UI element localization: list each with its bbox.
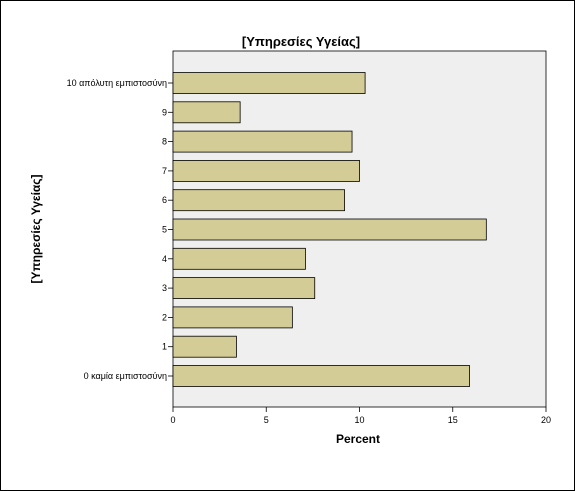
y-tick-label: 4	[162, 254, 167, 264]
x-axis-title: Percent	[336, 432, 380, 446]
bar	[172, 247, 306, 270]
y-tick-label: 2	[162, 312, 167, 322]
bars-group	[172, 72, 487, 387]
x-axis-ticks: 0 5 10 15 20	[170, 407, 551, 425]
x-tick-label: 20	[541, 415, 551, 425]
y-tick-label: 5	[162, 225, 167, 235]
bar	[172, 277, 316, 300]
x-tick-label: 5	[264, 415, 269, 425]
bar	[172, 159, 360, 182]
bar	[172, 306, 293, 329]
y-tick-label: 3	[162, 283, 167, 293]
bar	[172, 218, 487, 241]
y-tick-label: 0 καμία εμπιστοσύνη	[84, 371, 167, 381]
y-tick-label: 9	[162, 107, 167, 117]
bar	[172, 101, 241, 124]
chart-title: [Υπηρεσίες Υγείας]	[242, 34, 360, 49]
y-axis-title: [Υπηρεσίες Υγείας]	[29, 174, 43, 283]
y-tick-label: 6	[162, 195, 167, 205]
bar	[172, 130, 353, 153]
x-tick-label: 10	[354, 415, 364, 425]
y-tick-label: 1	[162, 342, 167, 352]
bar	[172, 335, 237, 358]
y-tick-label: 10 απόλυτη εμπιστοσύνη	[67, 78, 167, 88]
y-axis-categories: 10 απόλυτη εμπιστοσύνη 9 8 7 6 5 4 3 2 1 0 καμία ε…	[67, 78, 173, 381]
bar	[172, 365, 470, 387]
x-tick-label: 0	[170, 415, 175, 425]
bar	[172, 189, 345, 212]
y-tick-label: 7	[162, 166, 167, 176]
y-tick-label: 8	[162, 137, 167, 147]
x-tick-label: 15	[448, 415, 458, 425]
bar	[172, 72, 366, 94]
